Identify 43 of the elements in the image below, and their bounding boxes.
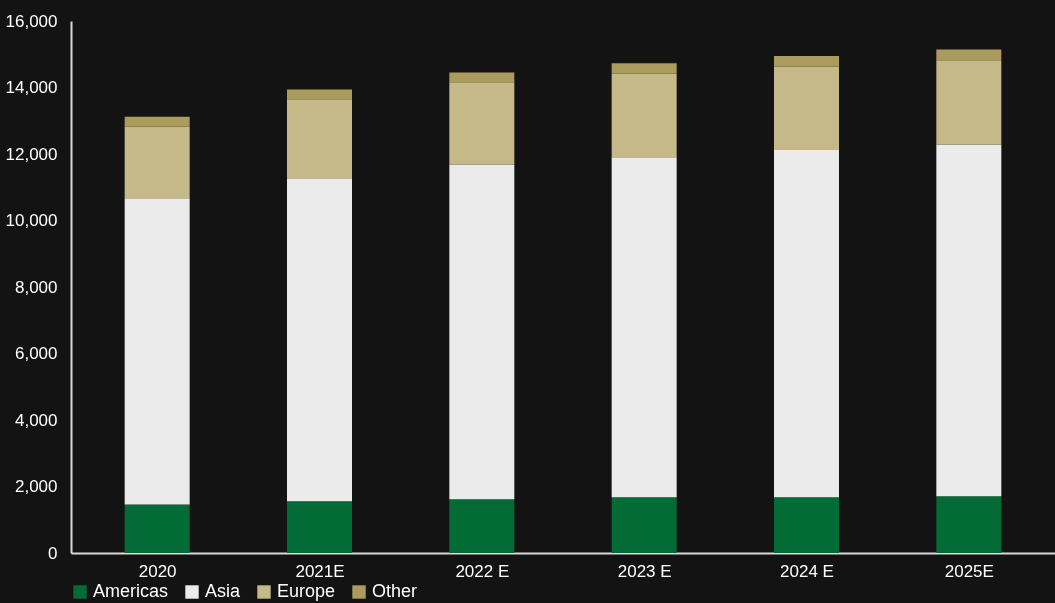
bar (936, 144, 1002, 497)
bar (287, 99, 352, 179)
y-tick-label: 0 (48, 543, 58, 563)
bar (936, 49, 1002, 61)
bar (449, 499, 515, 553)
bar (936, 496, 1002, 553)
y-tick-label: 8,000 (14, 277, 58, 297)
y-tick-label: 10,000 (5, 211, 58, 230)
y-tick-label: 16,000 (5, 11, 58, 31)
bar (774, 66, 839, 151)
legend-label: Americas (93, 581, 169, 601)
legend-label: Other (372, 581, 418, 601)
y-tick-label: 4,000 (14, 410, 58, 430)
bar (611, 157, 677, 498)
bar (449, 164, 515, 500)
legend-label: Asia (205, 581, 241, 601)
bar (287, 89, 352, 100)
legend-label: Europe (277, 581, 336, 601)
bar (287, 501, 352, 553)
bar (287, 178, 352, 502)
y-tick-label: 12,000 (5, 144, 58, 164)
x-tick-label: 2022 E (455, 561, 510, 581)
bar (124, 116, 190, 127)
bar (611, 497, 677, 553)
bar (611, 63, 677, 74)
y-tick-label: 2,000 (14, 477, 58, 496)
bar (774, 55, 839, 67)
x-tick-label: 2021E (295, 561, 345, 581)
x-tick-label: 2024 E (780, 561, 834, 581)
bar (611, 73, 677, 158)
bar (936, 60, 1002, 145)
x-tick-label: 2025E (944, 561, 994, 581)
x-tick-label: 2023 E (617, 561, 672, 581)
bar (124, 198, 190, 505)
y-tick-label: 6,000 (14, 344, 58, 363)
bar (124, 504, 190, 553)
bar (774, 497, 839, 553)
bar (449, 72, 515, 83)
bar (124, 126, 190, 199)
x-tick-label: 2020 (138, 561, 177, 581)
bar (449, 82, 515, 165)
bar (774, 150, 839, 498)
y-tick-label: 14,000 (5, 78, 58, 97)
